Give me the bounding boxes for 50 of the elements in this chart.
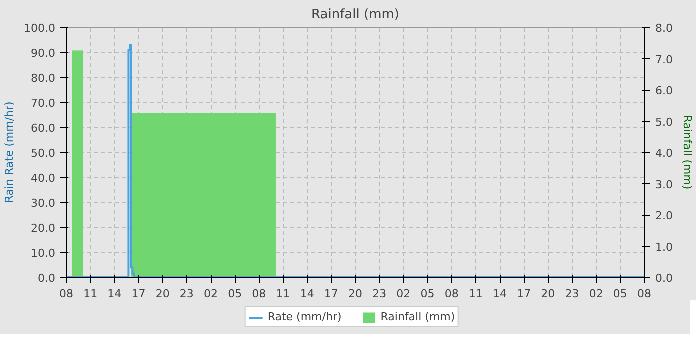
- y2-tick-label: 1.0: [656, 240, 673, 254]
- y2-tick-label: 7.0: [656, 53, 673, 66]
- y2-tick-label: 8.0: [656, 22, 673, 35]
- x-tick-label: 23: [180, 288, 194, 300]
- y-tick-label: 0.0: [38, 272, 56, 285]
- y2-tick-label: 2.0: [656, 210, 673, 222]
- x-tick-label: 11: [84, 288, 98, 300]
- x-tick-label: 02: [204, 288, 218, 300]
- legend-label: Rainfall (mm): [380, 310, 456, 324]
- y-axis-title: Rain Rate (mm/hr): [3, 102, 16, 204]
- legend-label: Rate (mm/hr): [268, 310, 342, 324]
- x-tick-label: 17: [132, 288, 146, 300]
- x-tick-label: 14: [493, 288, 507, 300]
- x-tick-label: 08: [638, 288, 652, 300]
- x-tick-label: 17: [324, 288, 338, 300]
- y2-tick-label: 0.0: [656, 272, 673, 285]
- y-tick-label: 30.0: [31, 197, 56, 210]
- x-tick-label: 05: [228, 288, 242, 300]
- x-tick-label: 02: [396, 288, 411, 300]
- y2-tick-label: 5.0: [656, 116, 673, 129]
- y2-tick-label: 3.0: [656, 178, 673, 192]
- y2-tick-label: 6.0: [656, 84, 673, 98]
- y2-tick-label: 4.0: [656, 147, 673, 160]
- y-tick-label: 70.0: [31, 97, 56, 110]
- y-tick-label: 80.0: [31, 72, 56, 85]
- y-tick-label: 100.0: [24, 22, 56, 35]
- y2-axis-title: Rainfall (mm): [680, 115, 694, 190]
- chart-title: Rainfall (mm): [312, 8, 400, 22]
- x-tick-label: 05: [420, 288, 435, 300]
- x-tick-label: 08: [60, 288, 74, 300]
- x-tick-label: 02: [589, 288, 604, 300]
- x-tick-label: 08: [444, 288, 459, 300]
- x-tick-label: 20: [348, 288, 362, 300]
- x-tick-label: 14: [300, 288, 314, 300]
- x-tick-label: 23: [372, 288, 387, 300]
- x-tick-label: 11: [468, 288, 483, 300]
- y-tick-label: 40.0: [31, 172, 56, 185]
- x-tick-label: 23: [565, 288, 580, 300]
- x-tick-label: 08: [252, 288, 266, 300]
- x-tick-label: 17: [517, 288, 532, 300]
- x-tick-label: 20: [541, 288, 556, 300]
- x-tick-label: 05: [613, 288, 628, 300]
- y-tick-label: 50.0: [31, 147, 56, 160]
- x-tick-label: 14: [108, 288, 122, 300]
- y-tick-label: 10.0: [31, 247, 56, 260]
- y-tick-label: 60.0: [31, 122, 56, 135]
- x-tick-label: 20: [156, 288, 170, 300]
- x-tick-label: 11: [276, 288, 290, 300]
- y-tick-label: 20.0: [31, 222, 56, 235]
- y-tick-label: 90.0: [31, 47, 56, 60]
